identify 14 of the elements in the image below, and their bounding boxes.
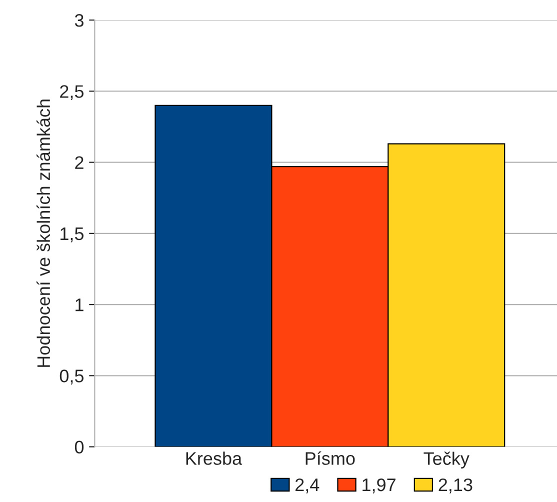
y-tick-label: 1 (76, 298, 84, 312)
y-tick-label: 1,5 (60, 228, 84, 242)
y-tick-label: 2 (75, 156, 84, 169)
x-tick-label: Kresba (186, 452, 242, 465)
legend-label: 2,4 (296, 478, 320, 494)
y-tick-label: 2,5 (60, 85, 84, 100)
y-axis-title: Hodnocení ve školních známkách (36, 100, 50, 367)
legend-label: 2,13 (438, 478, 472, 494)
y-tick-label: 0,5 (60, 370, 84, 385)
legend-label: 1,97 (362, 478, 396, 494)
y-tick-label: 3 (74, 14, 84, 27)
y-tick-label: 0 (74, 440, 84, 454)
x-tick-label: Tečky (424, 452, 470, 469)
x-tick-label: Písmo (306, 451, 355, 465)
